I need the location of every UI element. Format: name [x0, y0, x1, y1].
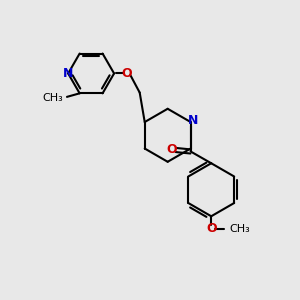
Text: N: N [188, 114, 198, 127]
Text: CH₃: CH₃ [43, 93, 63, 103]
Text: O: O [206, 222, 217, 235]
Text: O: O [121, 67, 132, 80]
Text: CH₃: CH₃ [229, 224, 250, 234]
Text: N: N [63, 67, 73, 80]
Text: O: O [166, 143, 177, 157]
